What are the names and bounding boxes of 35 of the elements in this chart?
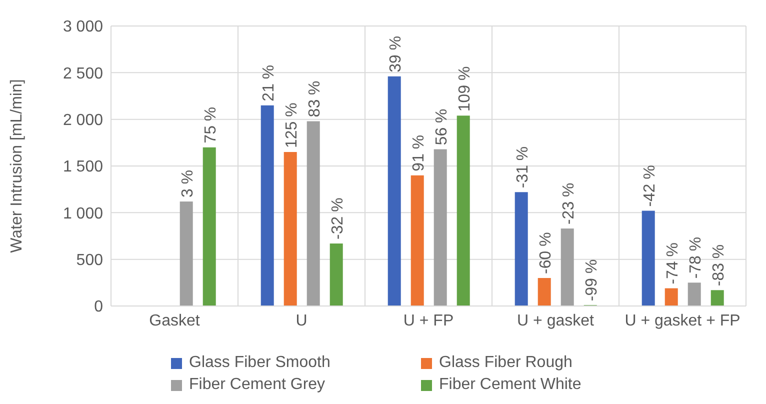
annotation: -83 % [710,244,728,286]
annotation: -74 % [664,242,682,284]
annotation: -23 % [560,182,578,225]
y-tick-label: 3 000 [62,18,104,36]
y-tick-label: 1 000 [62,205,104,222]
annotation: -31 % [514,146,532,188]
x-tick-label: Gasket [149,312,200,330]
annotation: 83 % [306,80,324,118]
x-tick-label: U + FP [403,312,454,330]
annotation: -32 % [329,198,346,240]
annotation: 125 % [283,102,300,148]
y-tick-label: 2 500 [62,65,104,82]
annotation: 109 % [456,66,474,112]
y-tick-label: 0 [94,298,104,316]
annotation: -99 % [583,259,600,302]
legend-label: Fiber Cement White [439,376,582,394]
legend-label: Glass Fiber Rough [439,354,572,372]
x-tick-label: U [296,312,308,330]
annotation: -60 % [537,232,554,274]
y-axis-title: Water Intrusion [mL/min] [8,79,26,253]
annotation: 56 % [433,108,450,146]
x-tick-label: U + gasket [517,312,595,330]
annotation: 21 % [260,64,278,102]
x-tick-label: U + gasket + FP [624,312,740,330]
annotation: 91 % [410,134,428,172]
annotation: -42 % [641,165,658,207]
legend-label: Fiber Cement Grey [189,376,326,394]
annotation: 39 % [387,36,404,72]
y-tick-label: 500 [76,252,104,270]
annotation: 3 % [179,170,196,198]
annotation: -78 % [687,236,704,279]
legend-label: Glass Fiber Smooth [189,354,330,372]
y-tick-label: 1 500 [62,158,104,176]
annotation: 75 % [202,106,220,144]
y-tick-label: 2 000 [62,112,104,130]
